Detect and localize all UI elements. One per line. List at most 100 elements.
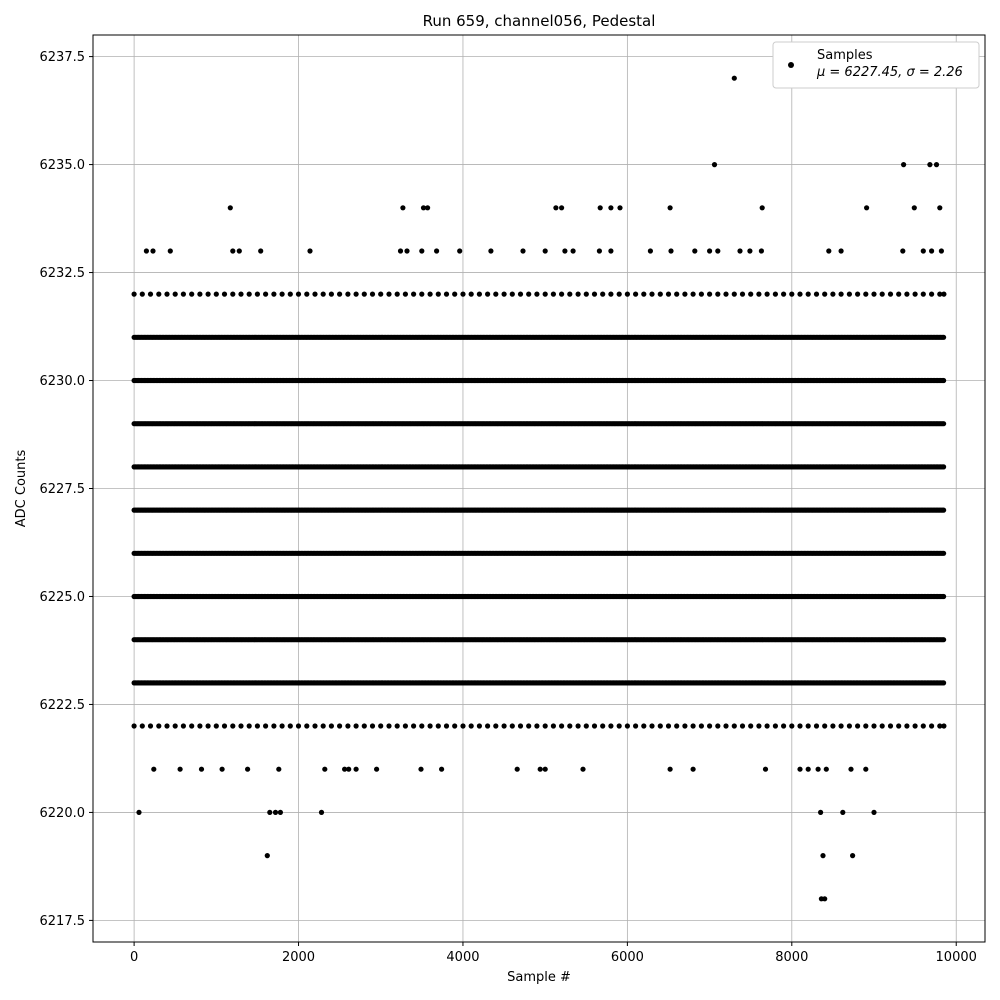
data-point	[840, 809, 846, 816]
data-point	[938, 248, 945, 254]
data-point	[813, 291, 820, 297]
data-point	[731, 75, 737, 81]
data-point	[197, 291, 203, 297]
data-point	[838, 723, 844, 729]
data-point	[855, 291, 861, 297]
data-point	[320, 291, 326, 297]
data-point	[271, 723, 277, 729]
data-point	[346, 766, 352, 772]
data-point	[136, 809, 142, 816]
data-point	[386, 291, 392, 297]
data-point	[221, 723, 228, 729]
data-point	[397, 248, 404, 254]
data-point	[258, 248, 264, 254]
data-point	[562, 248, 568, 254]
data-point	[756, 723, 762, 729]
data-point	[411, 723, 417, 729]
data-point	[534, 291, 540, 297]
data-point	[633, 291, 639, 297]
data-point	[501, 723, 507, 729]
data-point	[230, 723, 236, 729]
data-point	[205, 723, 211, 729]
data-point	[941, 723, 947, 729]
data-point	[674, 291, 680, 297]
data-point	[600, 291, 606, 297]
data-point	[739, 723, 746, 729]
data-point	[177, 766, 183, 772]
data-point	[263, 723, 269, 729]
data-point	[287, 723, 293, 729]
data-point	[542, 723, 548, 729]
data-point	[789, 723, 795, 729]
data-point	[509, 723, 515, 729]
data-point	[616, 291, 622, 297]
data-point	[707, 248, 713, 254]
data-point	[427, 291, 433, 297]
data-point	[439, 766, 445, 772]
data-point	[353, 766, 359, 772]
data-point	[374, 766, 380, 772]
data-point	[896, 723, 902, 729]
data-point	[400, 205, 406, 211]
data-point	[457, 248, 463, 254]
data-point	[772, 723, 779, 729]
data-point	[575, 723, 581, 729]
data-point	[941, 291, 947, 297]
data-point	[941, 421, 947, 427]
data-point	[402, 291, 408, 297]
data-point	[649, 291, 655, 297]
data-point	[509, 291, 515, 297]
data-point	[570, 248, 576, 254]
data-point	[667, 766, 673, 772]
data-point	[460, 291, 466, 297]
data-point	[246, 291, 252, 297]
data-point	[624, 723, 631, 729]
data-point	[312, 723, 318, 729]
data-point	[189, 291, 195, 297]
data-point	[737, 248, 743, 254]
data-point	[830, 723, 836, 729]
data-point	[731, 723, 737, 729]
data-point	[394, 291, 400, 297]
data-point	[485, 723, 491, 729]
data-point	[419, 291, 425, 297]
data-point	[488, 248, 494, 254]
data-point	[690, 723, 696, 729]
data-point	[797, 766, 803, 772]
data-point	[353, 291, 359, 297]
data-point	[674, 723, 680, 729]
data-point	[927, 162, 933, 168]
data-point	[863, 723, 869, 729]
data-points	[131, 75, 947, 902]
data-point	[164, 291, 170, 297]
data-point	[715, 291, 721, 297]
data-point	[647, 248, 654, 254]
data-point	[822, 896, 828, 902]
data-point	[941, 680, 947, 686]
data-point	[419, 248, 425, 254]
data-point	[583, 723, 589, 729]
data-point	[820, 853, 826, 859]
data-point	[295, 723, 302, 729]
data-point	[723, 291, 729, 297]
data-point	[920, 291, 926, 297]
data-point	[941, 593, 947, 600]
data-point	[668, 248, 674, 254]
data-point	[855, 723, 861, 729]
data-point	[797, 723, 803, 729]
data-point	[690, 291, 696, 297]
data-point	[863, 766, 869, 772]
data-point	[151, 766, 157, 772]
data-point	[596, 248, 603, 254]
data-point	[460, 723, 466, 729]
data-point	[758, 248, 765, 254]
data-point	[747, 248, 753, 254]
data-point	[657, 291, 663, 297]
data-point	[723, 723, 729, 729]
data-point	[537, 766, 543, 772]
data-point	[404, 248, 410, 254]
data-point	[425, 205, 431, 211]
data-point	[304, 291, 310, 297]
data-point	[345, 291, 351, 297]
data-point	[164, 723, 170, 729]
